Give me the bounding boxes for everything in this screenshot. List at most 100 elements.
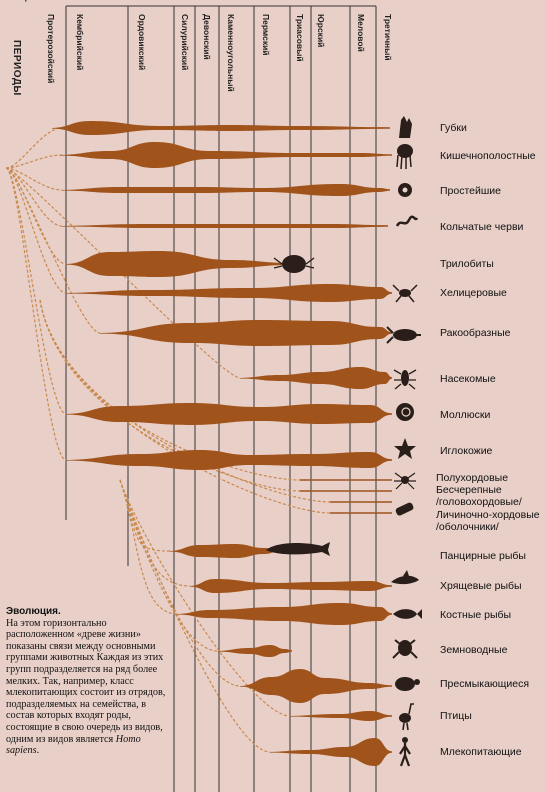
branch-connector — [5, 167, 67, 294]
period-label: Силурийский — [180, 14, 190, 70]
caption-tail: . — [36, 745, 40, 757]
branch-connector — [39, 299, 331, 514]
period-label: Юрский — [316, 14, 326, 47]
frog-icon — [392, 639, 418, 659]
bird-icon — [399, 703, 414, 731]
branch-connector — [119, 479, 271, 753]
group-spindle — [66, 284, 392, 302]
group-label: Моллюски — [440, 409, 490, 421]
group-spindle — [290, 711, 392, 721]
branch-connector — [119, 479, 241, 687]
branch-connector — [5, 167, 63, 191]
insect-icon — [393, 369, 417, 390]
group-spindle — [178, 603, 392, 625]
group-label: Трилобиты — [440, 258, 494, 270]
group-label: Насекомые — [440, 373, 496, 385]
group-label: Птицы — [440, 710, 472, 722]
group-label: Костные рыбы — [440, 609, 511, 621]
branch-connectors — [5, 127, 331, 753]
placoderm-fossil-icon — [266, 542, 330, 556]
period-lines — [65, 5, 377, 792]
group-label: Полухордовые — [436, 472, 508, 484]
starfish-icon — [394, 438, 416, 459]
group-label: Кишечнополостные — [440, 150, 536, 162]
branch-connector — [119, 479, 291, 717]
period-labels: Протерозойский Кембрийский Ордовикский Силу… — [0, 0, 393, 92]
group-spindle — [270, 738, 392, 766]
spider-icon — [394, 472, 416, 490]
branch-connector — [5, 154, 63, 169]
group-labels: Губки Кишечнополостные Простейшие Кольчатые… — [436, 122, 540, 758]
group-label: Ракообразные — [440, 327, 511, 339]
group-spindle — [62, 224, 388, 228]
branch-connector — [119, 479, 171, 552]
protozoa-icon — [398, 183, 412, 197]
group-label: Хрящевые рыбы — [440, 580, 522, 592]
group-spindle — [240, 367, 392, 389]
branch-connector — [5, 167, 67, 265]
period-label: Четвертичный — [0, 0, 62, 2]
period-label: Триасовый — [295, 14, 305, 62]
worm-icon — [395, 215, 419, 227]
caption-species: Homo sapiens — [6, 733, 141, 757]
group-spindle — [66, 450, 392, 470]
group-spindle — [60, 142, 392, 168]
group-label: /оболочники/ — [436, 521, 499, 533]
caption-body: На этом горизонтально расположенном «дре… — [6, 617, 166, 745]
group-label: Губки — [440, 122, 467, 134]
group-label: Личиночно-хордовые — [436, 509, 540, 521]
group-spindle — [52, 121, 390, 135]
group-label: Млекопитающие — [440, 746, 522, 758]
period-label: Протерозойский — [46, 14, 56, 83]
period-label: Ордовикский — [137, 14, 147, 70]
group-label: Земноводные — [440, 644, 508, 656]
scorpion-icon — [392, 284, 418, 303]
jellyfish-icon — [396, 144, 413, 170]
caption-text: На этом горизонтально расположенном «дре… — [6, 618, 165, 757]
caption-title: Эволюция. — [6, 606, 61, 617]
group-label: Иглокожие — [440, 445, 493, 457]
caption-block: Эволюция. На этом горизонтально располож… — [6, 606, 174, 757]
branch-connector — [39, 299, 301, 492]
human-icon — [399, 737, 411, 767]
branch-connector — [5, 167, 101, 334]
period-label: Каменноугольный — [226, 14, 236, 92]
group-spindle — [240, 669, 392, 703]
branch-connector — [119, 479, 179, 615]
branch-connector — [5, 127, 63, 169]
group-spindle — [190, 579, 392, 593]
group-label: Пресмыкающиеся — [440, 678, 529, 690]
bony-fish-icon — [393, 609, 422, 619]
branch-connector — [5, 167, 67, 461]
sponge-icon — [399, 116, 412, 138]
group-spindle — [100, 320, 392, 346]
group-label: Хелицеровые — [440, 287, 507, 299]
lobster-icon — [386, 326, 421, 344]
period-label: Девонский — [202, 14, 212, 60]
branch-connector — [5, 167, 67, 415]
turtle-icon — [395, 677, 420, 691]
period-label: Пермский — [261, 14, 271, 56]
group-spindle — [66, 403, 392, 425]
shark-icon — [391, 570, 419, 585]
group-label: /головохордовые/ — [436, 496, 522, 508]
period-label: Меловой — [356, 14, 366, 52]
trilobite-fossil-icon — [273, 255, 315, 273]
animal-icons — [266, 116, 422, 767]
period-label: Кембрийский — [75, 14, 85, 70]
group-label: Панцирные рыбы — [440, 550, 526, 562]
group-spindle — [66, 251, 300, 277]
group-spindle — [218, 645, 292, 657]
snail-icon — [396, 403, 414, 421]
group-spindle — [62, 184, 390, 196]
group-label: Простейшие — [440, 185, 501, 197]
group-spindle — [170, 544, 278, 558]
branch-connector — [39, 299, 331, 503]
branch-connector — [5, 167, 63, 227]
period-label: Третичный — [383, 14, 393, 61]
periods-heading: ПЕРИОДЫ — [11, 40, 22, 96]
group-spindles — [52, 121, 392, 766]
tunicate-icon — [395, 502, 414, 516]
